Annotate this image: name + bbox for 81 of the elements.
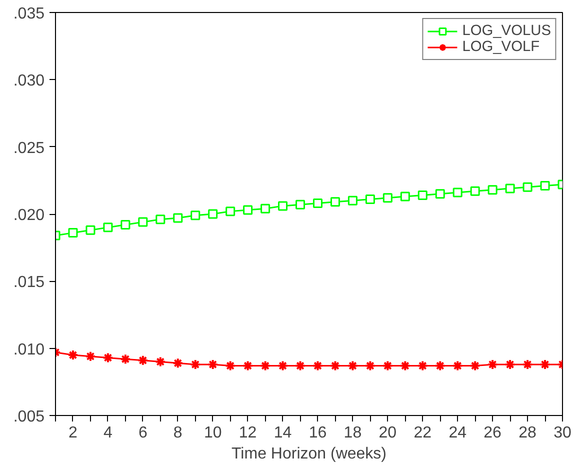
x-axis-title: Time Horizon (weeks) xyxy=(232,446,387,462)
x-tick-label: 16 xyxy=(308,424,327,442)
point xyxy=(504,358,516,370)
x-tick-label: 30 xyxy=(554,424,572,442)
point xyxy=(156,214,166,224)
point xyxy=(173,213,183,223)
point xyxy=(278,201,288,211)
y-tick-label: .015 xyxy=(13,274,45,292)
point xyxy=(190,358,201,370)
point xyxy=(312,360,324,372)
point xyxy=(86,225,96,235)
point xyxy=(120,220,130,230)
point xyxy=(330,360,341,372)
x-tick-label: 18 xyxy=(344,424,362,442)
x-tick-label: 20 xyxy=(378,424,397,442)
point xyxy=(242,360,254,372)
point xyxy=(382,360,394,372)
point xyxy=(226,206,236,216)
point xyxy=(540,358,551,370)
x-tick-label: 22 xyxy=(414,424,432,442)
point xyxy=(364,360,376,372)
y-tick-label: .010 xyxy=(13,341,45,358)
point xyxy=(382,193,392,203)
point xyxy=(400,360,411,372)
point xyxy=(68,228,78,238)
y-tick-label: .005 xyxy=(13,408,45,426)
point xyxy=(137,354,148,366)
point xyxy=(505,184,515,194)
x-tick-label: 10 xyxy=(204,424,222,442)
point xyxy=(243,205,253,215)
point xyxy=(434,360,446,372)
x-tick-label: 8 xyxy=(173,424,182,442)
point xyxy=(417,360,428,372)
point xyxy=(470,360,481,372)
point xyxy=(435,189,445,199)
y-tick-label: .025 xyxy=(13,140,45,157)
point xyxy=(154,356,166,368)
point xyxy=(260,360,271,372)
point xyxy=(190,210,200,220)
point xyxy=(418,190,428,200)
point xyxy=(312,198,322,208)
point xyxy=(452,188,462,198)
y-tick-label: .020 xyxy=(13,207,45,224)
y-tick-label: .035 xyxy=(13,6,45,22)
point xyxy=(224,360,236,372)
point xyxy=(260,204,270,214)
point xyxy=(277,360,288,372)
legend-label: LOG_VOLF xyxy=(462,39,540,55)
point xyxy=(347,360,358,372)
point xyxy=(522,182,532,192)
x-tick-label: 6 xyxy=(138,424,148,442)
point xyxy=(84,350,96,362)
point xyxy=(452,360,464,372)
point xyxy=(207,358,218,370)
x-tick-label: 26 xyxy=(484,424,502,442)
point xyxy=(120,354,131,365)
point xyxy=(294,360,306,372)
point xyxy=(540,181,550,191)
point xyxy=(330,197,340,207)
x-tick-label: 28 xyxy=(518,424,537,442)
point xyxy=(488,185,498,195)
x-tick-label: 14 xyxy=(274,424,292,442)
point xyxy=(102,352,114,364)
x-tick-label: 4 xyxy=(104,424,112,442)
point xyxy=(172,358,184,369)
point xyxy=(296,200,306,210)
point xyxy=(67,350,78,361)
point xyxy=(103,222,113,232)
legend-label: LOG_VOLUS xyxy=(462,23,551,39)
point xyxy=(400,192,410,202)
point xyxy=(470,186,480,196)
point xyxy=(522,358,534,370)
point xyxy=(348,196,358,206)
y-tick-label: .030 xyxy=(13,72,45,90)
point xyxy=(365,194,375,204)
x-tick-label: 2 xyxy=(68,424,78,442)
point xyxy=(138,217,148,227)
point xyxy=(487,358,498,370)
x-tick-label: 12 xyxy=(238,424,257,442)
point xyxy=(208,209,218,219)
x-tick-label: 24 xyxy=(448,424,467,442)
